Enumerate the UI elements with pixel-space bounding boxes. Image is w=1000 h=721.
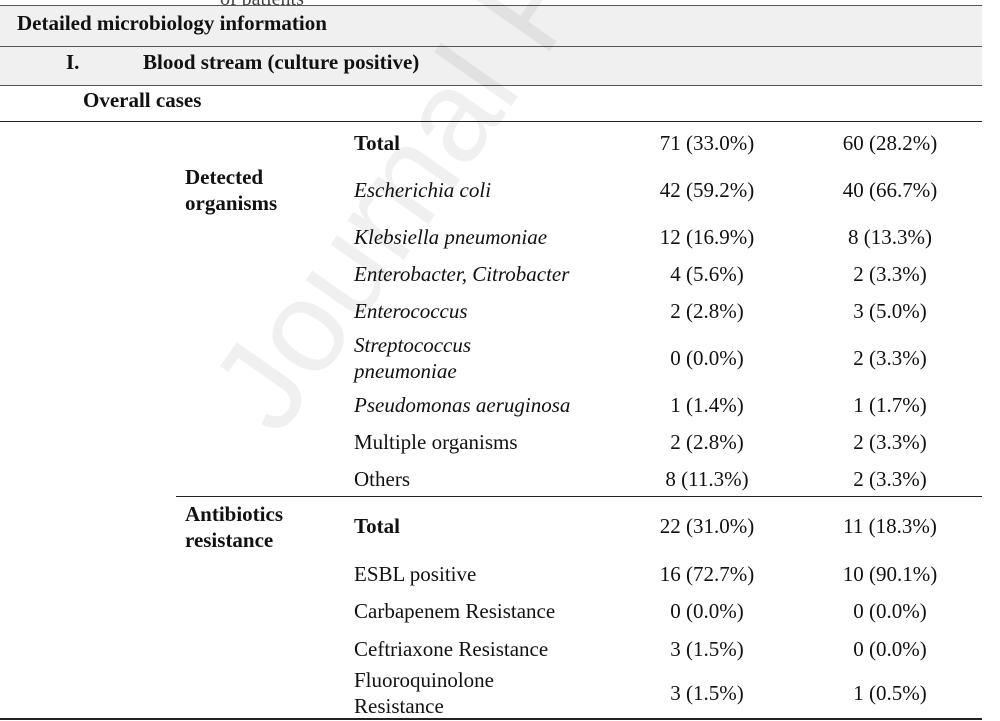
row-label: Streptococcus pneumoniae	[354, 333, 472, 383]
row-value-col2: 2 (3.3%)	[853, 429, 927, 454]
table-row: Others 8 (11.3%) 2 (3.3%)	[0, 460, 982, 498]
section-number: I.	[66, 50, 80, 74]
row-value-col1: 3 (1.5%)	[670, 636, 744, 661]
row-label: Fluoroquinolone Resistance	[354, 668, 494, 718]
row-value-col2: 1 (0.5%)	[853, 680, 927, 705]
group-label: Detected organisms	[185, 165, 278, 215]
row-label: Others	[354, 467, 410, 491]
row-label: Escherichia coli	[354, 178, 492, 202]
table-row: Multiple organisms 2 (2.8%) 2 (3.3%)	[0, 423, 982, 461]
table-row: ESBL positive 16 (72.7%) 10 (90.1%)	[0, 555, 982, 593]
row-value-col1: 16 (72.7%)	[659, 561, 755, 586]
row-label: Total	[354, 514, 400, 538]
table-title-text: Detailed microbiology information	[17, 11, 327, 35]
row-label: Enterobacter, Citrobacter	[354, 262, 570, 286]
row-value-col2: 11 (18.3%)	[843, 513, 937, 538]
row-value-col1: 71 (33.0%)	[659, 130, 755, 155]
row-value-col1: 3 (1.5%)	[670, 680, 744, 705]
row-value-col1: 2 (2.8%)	[670, 429, 744, 454]
row-label: Pseudomonas aeruginosa	[354, 393, 571, 417]
row-label: Multiple organisms	[354, 430, 518, 454]
row-value-col2: 2 (3.3%)	[853, 261, 927, 286]
row-value-col2: 0 (0.0%)	[853, 636, 927, 661]
row-value-col1: 2 (2.8%)	[670, 298, 744, 323]
row-value-col2: 2 (3.3%)	[853, 466, 927, 491]
row-value-col1: 22 (31.0%)	[659, 513, 755, 538]
row-label: Total	[354, 131, 400, 155]
row-value-col2: 1 (1.7%)	[853, 392, 927, 417]
table-row: Carbapenem Resistance 0 (0.0%) 0 (0.0%)	[0, 592, 982, 630]
group-label: Antibiotics resistance	[185, 502, 284, 552]
row-label: Carbapenem Resistance	[354, 599, 556, 623]
row-value-col2: 2 (3.3%)	[853, 345, 927, 370]
row-label: ESBL positive	[354, 562, 477, 586]
row-label: Klebsiella pneumoniae	[354, 225, 548, 249]
row-label: Enterococcus	[354, 299, 468, 323]
row-value-col1: 4 (5.6%)	[670, 261, 744, 286]
section-label: Blood stream (culture positive)	[143, 50, 420, 74]
table-row: Fluoroquinolone Resistance 3 (1.5%) 1 (0…	[0, 667, 982, 719]
subsection-label: Overall cases	[83, 88, 202, 112]
row-value-col1: 12 (16.9%)	[659, 224, 755, 249]
group-divider	[176, 496, 982, 497]
row-value-col2: 60 (28.2%)	[842, 130, 938, 155]
row-value-col1: 42 (59.2%)	[659, 177, 755, 202]
row-value-col1: 1 (1.4%)	[670, 392, 744, 417]
row-value-col2: 3 (5.0%)	[853, 298, 927, 323]
table-bottom-rule	[0, 718, 982, 720]
row-value-col2: 40 (66.7%)	[842, 177, 938, 202]
table-row: Enterococcus 2 (2.8%) 3 (5.0%)	[0, 292, 982, 330]
table-row: Enterobacter, Citrobacter 4 (5.6%) 2 (3.…	[0, 255, 982, 293]
table-row: Ceftriaxone Resistance 3 (1.5%) 0 (0.0%)	[0, 630, 982, 668]
table-title: Detailed microbiology information	[0, 5, 982, 46]
row-value-col1: 8 (11.3%)	[665, 466, 749, 491]
row-value-col2: 10 (90.1%)	[842, 561, 938, 586]
section-header: I. Blood stream (culture positive)	[0, 46, 982, 86]
table-row: Total 71 (33.0%) 60 (28.2%)	[0, 124, 982, 162]
row-value-col2: 8 (13.3%)	[848, 224, 932, 249]
row-value-col1: 0 (0.0%)	[670, 598, 744, 623]
table-row: Escherichia coli 42 (59.2%) 40 (66.7%)	[0, 171, 982, 209]
row-value-col1: 0 (0.0%)	[670, 345, 744, 370]
table-divider	[0, 121, 982, 122]
table-row: Streptococcus pneumoniae 0 (0.0%) 2 (3.3…	[0, 331, 982, 385]
table-row: Klebsiella pneumoniae 12 (16.9%) 8 (13.3…	[0, 218, 982, 256]
row-label: Ceftriaxone Resistance	[354, 637, 549, 661]
table-row: Total 22 (31.0%) 11 (18.3%)	[0, 507, 982, 545]
row-value-col2: 0 (0.0%)	[853, 598, 927, 623]
table-row: Pseudomonas aeruginosa 1 (1.4%) 1 (1.7%)	[0, 386, 982, 424]
